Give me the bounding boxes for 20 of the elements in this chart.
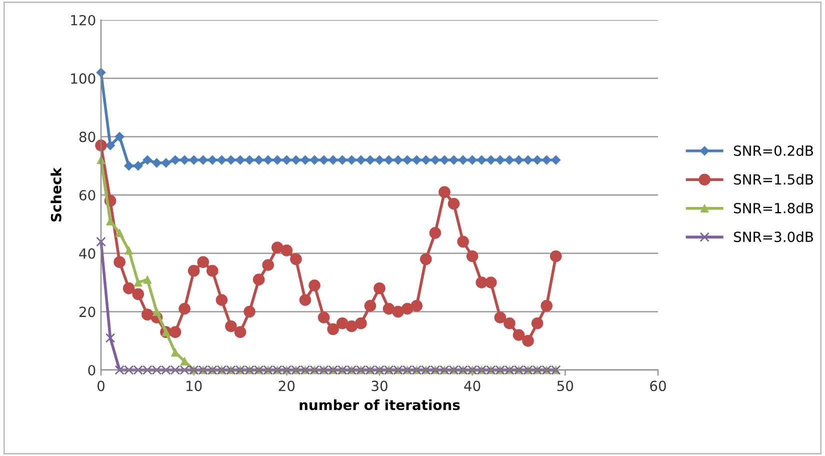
x-tick-label: 30 [372, 380, 388, 392]
y-tick-label: 20 [79, 306, 96, 318]
legend-label: SNR=3.0dB [734, 231, 813, 242]
y-tick-label: 0 [88, 364, 96, 376]
y-tick-label: 80 [79, 132, 96, 142]
y-tick-label: 40 [79, 248, 96, 259]
x-tick-label: 20 [278, 380, 295, 392]
y-tick-label: 120 [71, 14, 96, 26]
legend-label: SNR=1.8dB [734, 202, 813, 214]
y-tick-label: 100 [71, 73, 96, 84]
y-tick-label: 60 [79, 190, 96, 200]
x-tick-label: 0 [97, 380, 104, 392]
x-tick-label: 60 [650, 380, 666, 392]
x-axis-title: number of iterations [300, 399, 460, 410]
legend-label: SNR=1.5dB [734, 174, 813, 185]
legend-label: SNR=0.2dB [734, 145, 813, 156]
x-tick-label: 40 [464, 380, 480, 392]
x-tick-label: 50 [557, 380, 574, 392]
x-tick-label: 10 [186, 380, 202, 392]
y-axis-title: Scheck [50, 167, 62, 222]
